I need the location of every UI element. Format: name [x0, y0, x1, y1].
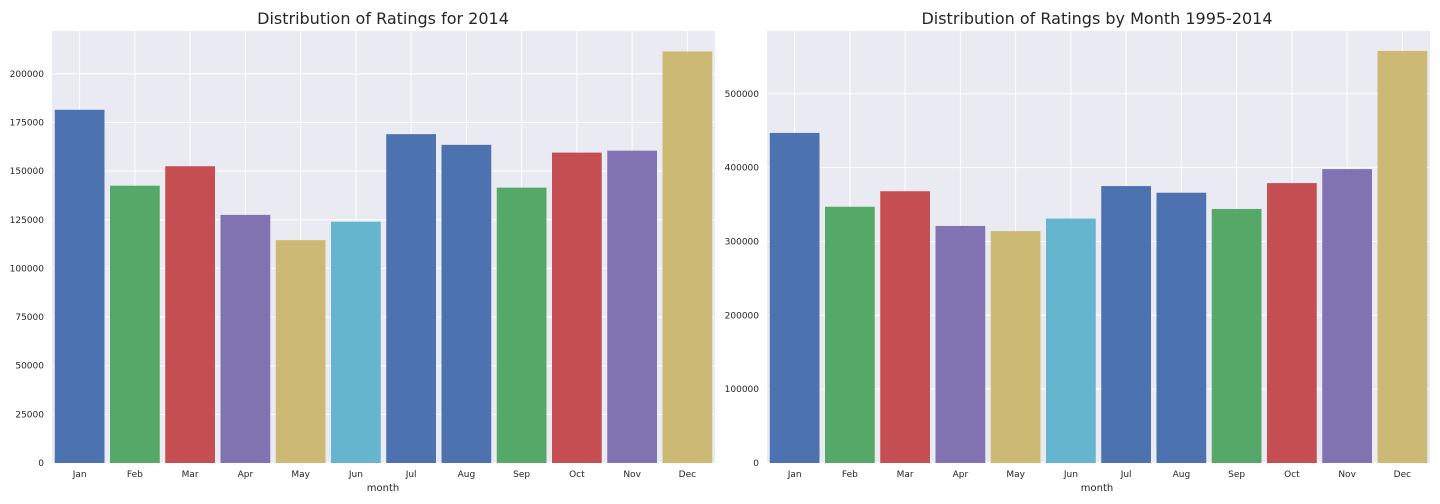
bar-jun	[331, 221, 381, 463]
y-tick-label: 150000	[10, 167, 45, 177]
x-tick-label: Sep	[1228, 470, 1245, 480]
y-tick-label: 75000	[15, 313, 44, 323]
bar-nov	[1322, 169, 1372, 464]
y-tick-label: 300000	[725, 237, 760, 247]
x-tick-label: Aug	[458, 470, 476, 480]
y-tick-label: 25000	[15, 410, 44, 420]
x-tick-label: Mar	[182, 470, 199, 480]
y-tick-label: 200000	[725, 311, 760, 321]
y-tick-label: 400000	[725, 164, 760, 174]
x-tick-label: Apr	[953, 470, 969, 480]
bar-apr	[935, 225, 986, 463]
x-tick-label: Jan	[787, 470, 802, 480]
bar-jun	[1046, 218, 1096, 463]
x-tick-label: Dec	[679, 470, 696, 480]
x-tick-label: Jan	[72, 470, 87, 480]
chart-ratings-1995-2014: Distribution of Ratings by Month 1995-20…	[725, 9, 1430, 494]
x-tick-label: Jul	[1120, 470, 1132, 480]
bar-sep	[496, 187, 547, 463]
x-tick-label: Oct	[569, 470, 585, 480]
y-tick-label: 175000	[10, 118, 45, 128]
bar-jan	[769, 132, 820, 463]
plot-background	[767, 31, 1430, 463]
bar-mar	[165, 166, 215, 464]
x-tick-label: Jun	[1063, 470, 1078, 480]
x-tick-label: Jun	[348, 470, 363, 480]
y-tick-label: 100000	[725, 385, 760, 395]
x-tick-label: May	[1006, 470, 1025, 480]
bar-dec	[662, 51, 713, 463]
x-tick-label: Apr	[238, 470, 254, 480]
x-tick-label: May	[291, 470, 310, 480]
x-tick-label: Mar	[897, 470, 914, 480]
bar-may	[990, 231, 1041, 463]
y-tick-label: 50000	[15, 362, 44, 372]
bar-oct	[1267, 183, 1317, 463]
bar-jul	[1101, 186, 1151, 464]
y-tick-label: 500000	[725, 90, 760, 100]
bar-oct	[552, 152, 602, 463]
bar-aug	[1156, 192, 1207, 463]
y-tick-label: 125000	[10, 216, 45, 226]
bar-dec	[1377, 50, 1428, 463]
x-tick-label: Oct	[1284, 470, 1300, 480]
x-tick-label: Feb	[127, 470, 143, 480]
chart-title: Distribution of Ratings by Month 1995-20…	[921, 9, 1272, 28]
x-tick-label: Nov	[1338, 470, 1356, 480]
x-axis-label: month	[1081, 483, 1113, 494]
chart-ratings-2014: Distribution of Ratings for 2014 month 0…	[10, 9, 715, 494]
bar-aug	[441, 144, 492, 464]
bar-nov	[607, 150, 657, 464]
x-tick-label: Jul	[405, 470, 417, 480]
bar-feb	[110, 185, 160, 463]
y-tick-label: 100000	[10, 264, 45, 274]
bar-mar	[880, 191, 930, 463]
x-tick-label: Sep	[513, 470, 530, 480]
x-tick-label: Aug	[1173, 470, 1191, 480]
x-tick-label: Dec	[1394, 470, 1411, 480]
x-tick-label: Feb	[842, 470, 858, 480]
x-tick-label: Nov	[623, 470, 641, 480]
bar-jan	[54, 109, 105, 463]
bar-sep	[1211, 208, 1262, 463]
y-tick-label: 0	[38, 459, 44, 469]
chart-title: Distribution of Ratings for 2014	[257, 9, 509, 28]
bar-jul	[386, 134, 436, 463]
y-tick-label: 0	[753, 459, 759, 469]
x-axis-label: month	[367, 483, 399, 494]
bar-may	[275, 240, 326, 463]
plot-background	[52, 31, 715, 463]
bar-feb	[825, 206, 875, 463]
y-tick-label: 200000	[10, 70, 45, 80]
bar-apr	[220, 214, 271, 463]
